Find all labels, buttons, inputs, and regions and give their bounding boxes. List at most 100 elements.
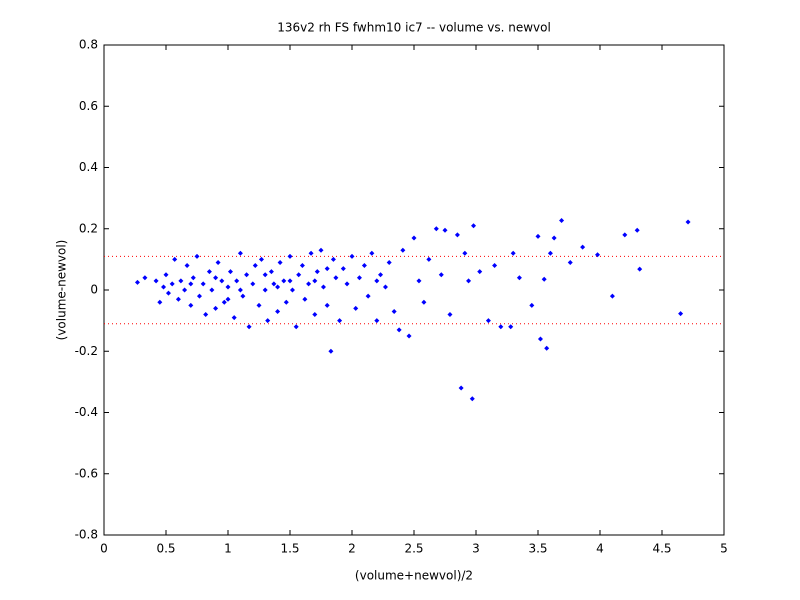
- point: [447, 312, 453, 317]
- point: [365, 293, 371, 299]
- point: [580, 244, 586, 250]
- point: [411, 235, 417, 241]
- x-tick-label: 5: [720, 542, 728, 556]
- point: [516, 275, 522, 281]
- point: [231, 315, 237, 321]
- point: [194, 253, 200, 259]
- x-tick-label: 3: [472, 542, 480, 556]
- point: [188, 302, 194, 308]
- x-tick-label: 0.5: [156, 542, 175, 556]
- y-tick-label: -0.4: [75, 405, 98, 419]
- point: [289, 287, 295, 293]
- point: [361, 263, 367, 268]
- point: [426, 256, 432, 262]
- point: [421, 299, 427, 305]
- y-tick-label: 0: [90, 283, 98, 297]
- point: [169, 281, 175, 287]
- point: [312, 312, 318, 317]
- point: [595, 252, 601, 258]
- y-tick-label: 0.8: [79, 38, 98, 52]
- x-tick-label: 3.5: [528, 542, 547, 556]
- point: [287, 278, 293, 284]
- point: [559, 217, 565, 223]
- point: [314, 269, 320, 275]
- point: [529, 302, 535, 308]
- point: [234, 278, 240, 284]
- point: [609, 293, 615, 299]
- point: [165, 290, 171, 296]
- point: [277, 259, 283, 265]
- point: [477, 269, 483, 275]
- point: [281, 278, 287, 284]
- point: [396, 327, 402, 333]
- point: [213, 305, 219, 311]
- point: [462, 250, 468, 256]
- point: [337, 318, 343, 324]
- y-tick-label: -0.6: [75, 466, 98, 480]
- point: [225, 296, 231, 302]
- point: [265, 318, 271, 324]
- point: [221, 299, 227, 305]
- point: [537, 336, 543, 342]
- point: [391, 308, 397, 314]
- point: [349, 253, 355, 259]
- point: [184, 263, 190, 268]
- point: [551, 235, 557, 241]
- point: [374, 318, 380, 324]
- point: [299, 263, 305, 268]
- point: [442, 227, 448, 233]
- point: [508, 324, 514, 330]
- point: [178, 278, 184, 284]
- point: [190, 275, 196, 281]
- point: [466, 278, 472, 284]
- point: [541, 276, 547, 282]
- point: [369, 250, 375, 256]
- point: [153, 278, 159, 284]
- point: [498, 324, 504, 330]
- point: [161, 284, 167, 290]
- point: [318, 247, 324, 253]
- x-tick-label: 1.5: [280, 542, 299, 556]
- point: [250, 281, 256, 287]
- point: [215, 259, 221, 265]
- point: [268, 269, 274, 275]
- point: [200, 281, 206, 287]
- point: [206, 269, 212, 275]
- point: [283, 299, 289, 305]
- point: [252, 263, 258, 268]
- point: [340, 266, 346, 272]
- point: [312, 278, 318, 284]
- point: [386, 259, 392, 265]
- point: [433, 226, 439, 232]
- point: [209, 287, 215, 293]
- point: [196, 293, 202, 299]
- point: [469, 396, 475, 402]
- y-axis-label: (volume-newvol): [55, 240, 69, 341]
- point: [296, 272, 302, 278]
- x-axis-label: (volume+newvol)/2: [355, 569, 473, 583]
- x-tick-label: 4.5: [652, 542, 671, 556]
- point: [454, 232, 460, 238]
- point: [324, 302, 330, 308]
- point: [188, 281, 194, 287]
- point: [438, 272, 444, 278]
- point: [634, 227, 640, 233]
- point: [134, 279, 140, 285]
- point: [458, 385, 464, 391]
- point: [213, 275, 219, 281]
- point: [237, 287, 243, 293]
- point: [400, 247, 406, 253]
- point: [406, 333, 412, 339]
- point: [306, 281, 312, 287]
- point: [175, 296, 181, 302]
- x-tick-label: 1: [224, 542, 232, 556]
- point: [344, 281, 350, 287]
- y-tick-label: 0.6: [79, 99, 98, 113]
- point: [275, 308, 281, 314]
- x-tick-label: 2: [348, 542, 356, 556]
- point: [293, 324, 299, 330]
- point: [244, 272, 250, 278]
- point: [142, 275, 148, 281]
- point: [328, 348, 334, 354]
